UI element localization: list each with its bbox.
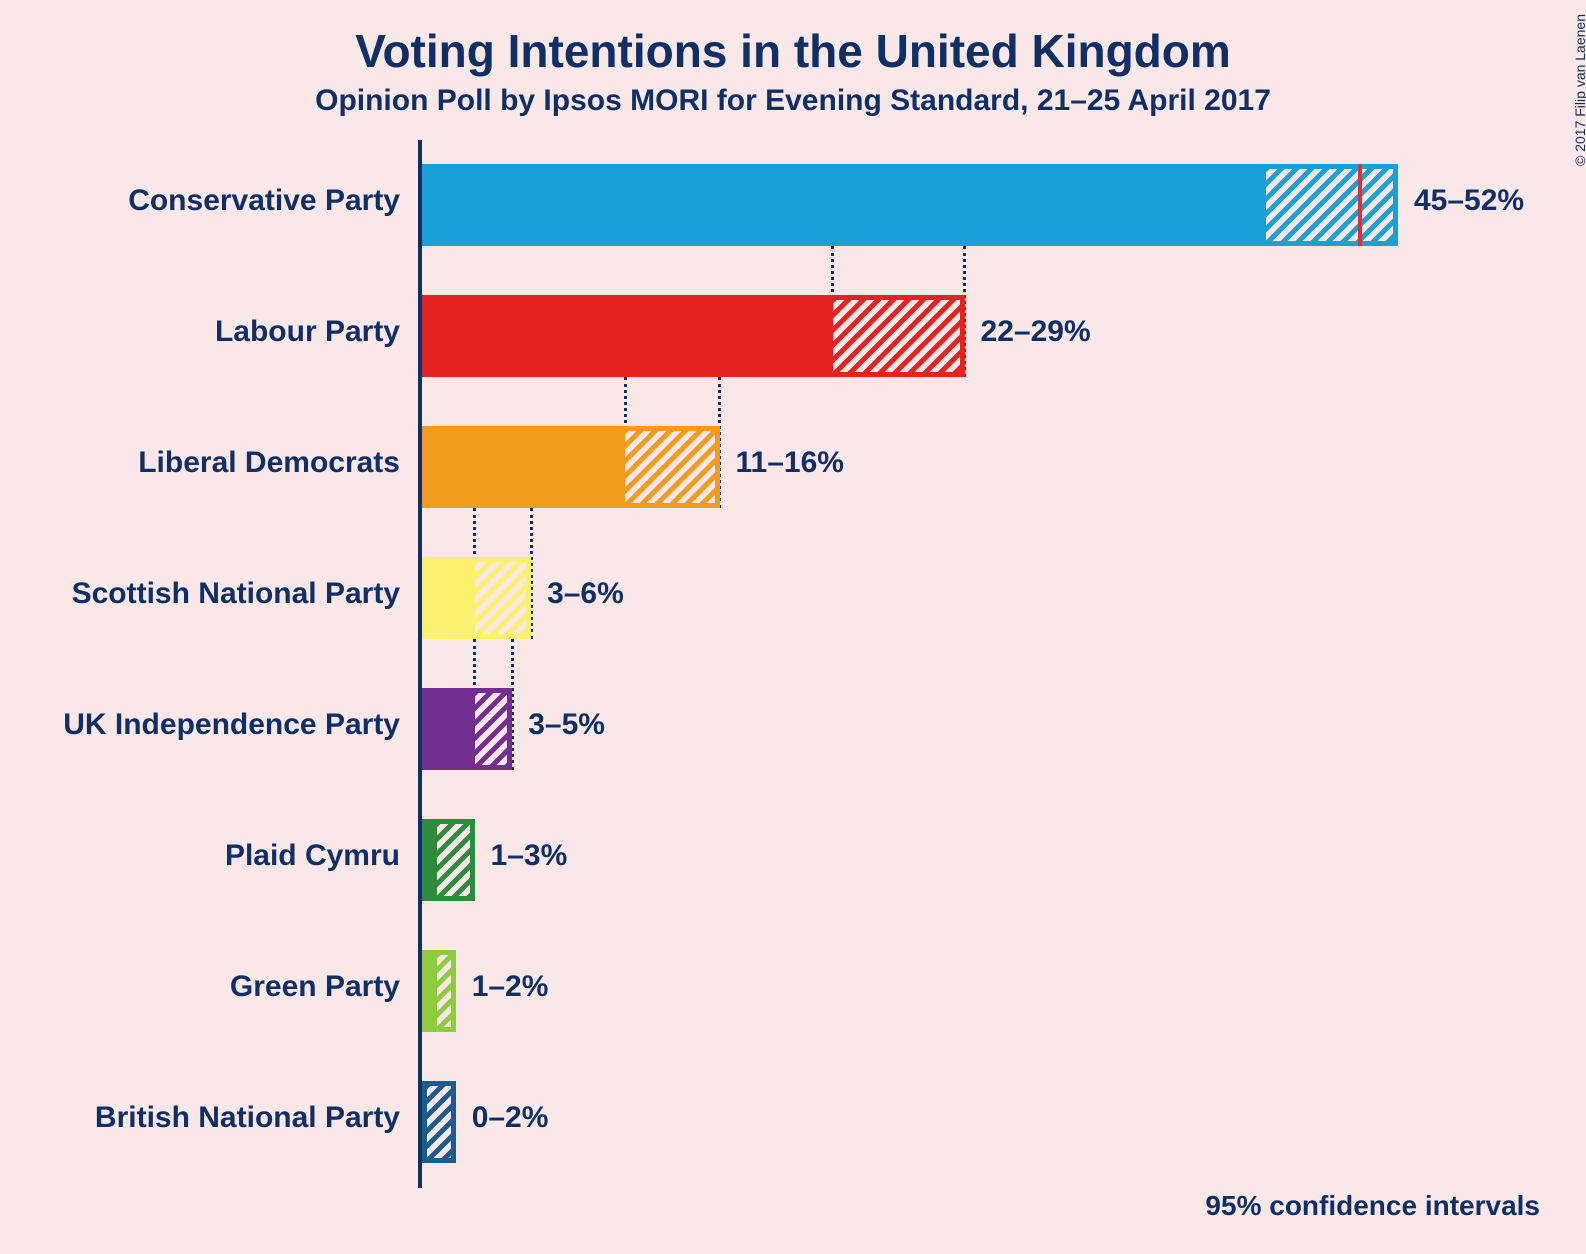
bar-hatched — [625, 426, 719, 508]
value-label: 22–29% — [981, 315, 1091, 349]
bar-solid — [422, 950, 437, 1032]
value-label: 0–2% — [472, 1101, 549, 1135]
party-label: Conservative Party — [10, 184, 400, 218]
bar-hatched — [833, 295, 965, 377]
bar-solid — [422, 426, 625, 508]
majority-marker — [1358, 164, 1362, 246]
bar-hatched — [1266, 164, 1398, 246]
bar-hatched — [422, 1081, 456, 1163]
party-label: Scottish National Party — [10, 577, 400, 611]
party-label: British National Party — [10, 1101, 400, 1135]
value-label: 3–5% — [528, 708, 605, 742]
bar-hatched — [475, 557, 532, 639]
value-label: 3–6% — [547, 577, 624, 611]
bar-hatched — [437, 950, 456, 1032]
chart-title: Voting Intentions in the United Kingdom — [0, 24, 1586, 78]
bar-solid — [422, 164, 1266, 246]
bar-solid — [422, 688, 475, 770]
confidence-footnote: 95% confidence intervals — [1205, 1190, 1540, 1222]
value-label: 1–2% — [472, 970, 549, 1004]
party-label: UK Independence Party — [10, 708, 400, 742]
value-label: 11–16% — [736, 446, 844, 480]
value-label: 1–3% — [491, 839, 568, 873]
party-label: Labour Party — [10, 315, 400, 349]
party-label: Plaid Cymru — [10, 839, 400, 873]
party-label: Liberal Democrats — [10, 446, 400, 480]
value-label: 45–52% — [1414, 184, 1524, 218]
bar-solid — [422, 295, 833, 377]
chart-canvas: Voting Intentions in the United Kingdom … — [0, 0, 1586, 1254]
chart-subtitle: Opinion Poll by Ipsos MORI for Evening S… — [0, 84, 1586, 118]
bar-solid — [422, 557, 475, 639]
chart-area: Conservative Party45–52%Labour Party22–2… — [418, 140, 1398, 1188]
party-label: Green Party — [10, 970, 400, 1004]
bar-solid — [422, 819, 437, 901]
copyright-text: © 2017 Filip van Laenen — [1572, 14, 1586, 166]
bar-hatched — [475, 688, 513, 770]
bar-hatched — [437, 819, 475, 901]
